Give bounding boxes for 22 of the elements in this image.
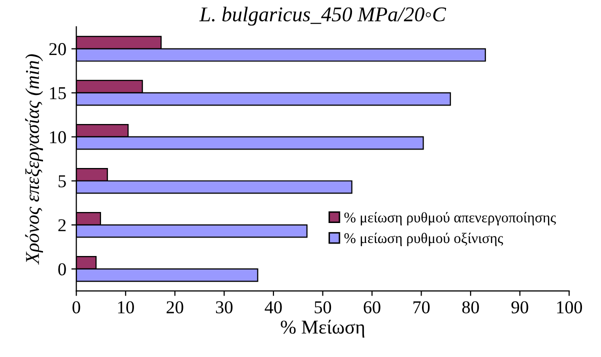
y-tick-label: 10 <box>50 131 66 144</box>
x-tick-label: 90 <box>511 301 528 314</box>
legend-label: % μείωση ρυθμού οξίνισης <box>344 232 504 246</box>
y-tick-label: 2 <box>58 219 66 232</box>
x-tick-label: 80 <box>462 301 479 314</box>
x-tick-label: 10 <box>118 301 134 314</box>
chart-title: L. bulgaricus_450 MPa/20◦C <box>199 6 446 26</box>
legend-label: % μείωση ρυθμού απενεργοποίησης <box>344 212 556 226</box>
y-tick-label: 15 <box>50 87 66 100</box>
x-tick-label: 30 <box>216 301 233 314</box>
x-tick-label: 100 <box>557 301 582 314</box>
x-tick-label: 50 <box>314 301 332 314</box>
x-tick-label: 0 <box>72 301 80 314</box>
x-tick-label: 40 <box>264 301 282 314</box>
x-tick-label: 60 <box>364 301 380 314</box>
y-tick-label: 5 <box>58 175 66 188</box>
x-axis-title: % Μείωση <box>280 320 364 338</box>
x-tick-label: 70 <box>413 301 430 314</box>
y-tick-label: 20 <box>49 43 66 56</box>
y-tick-label: 0 <box>58 263 66 276</box>
y-axis-title: Χρόνος επεξεργασίας (min) <box>25 54 43 265</box>
x-tick-label: 20 <box>166 301 184 314</box>
